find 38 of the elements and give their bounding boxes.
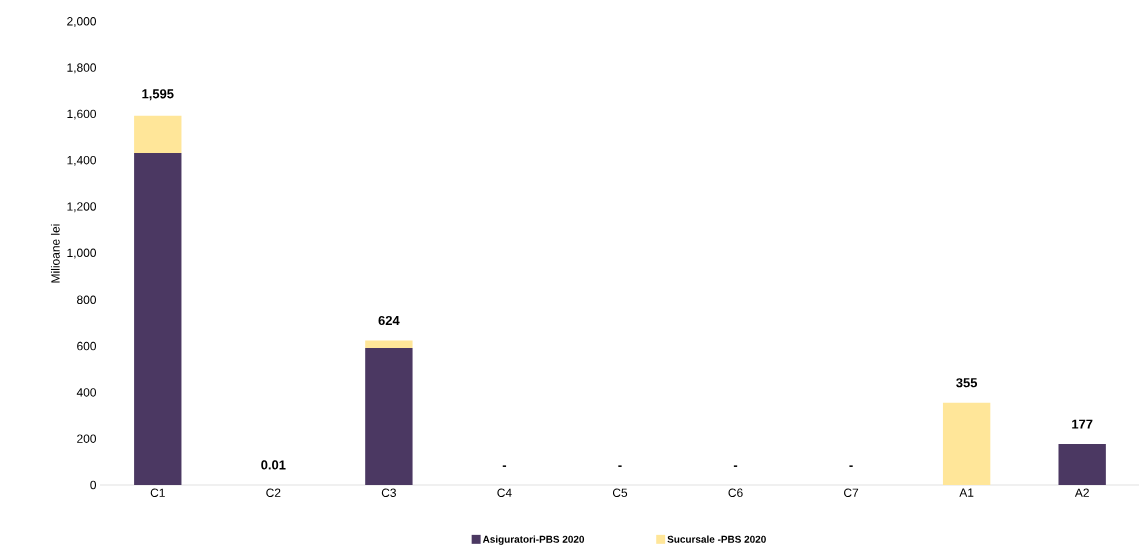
y-tick-label: 200 bbox=[77, 434, 97, 443]
total-label: 624 bbox=[378, 315, 400, 326]
y-tick-label: 2,000 bbox=[67, 17, 97, 27]
x-tick-label: C3 bbox=[381, 488, 396, 497]
total-label: 355 bbox=[956, 378, 978, 388]
total-label: - bbox=[618, 465, 622, 467]
bar bbox=[365, 340, 413, 348]
legend-label: Asiguratori-PBS 2020 bbox=[482, 535, 585, 545]
legend-label: Sucursale -PBS 2020 bbox=[667, 535, 766, 543]
x-tick-label: C2 bbox=[266, 488, 281, 497]
total-label: 177 bbox=[1072, 419, 1093, 429]
y-axis-title: Milioane lei bbox=[50, 224, 60, 283]
bar bbox=[134, 115, 182, 154]
total-label: - bbox=[733, 465, 738, 467]
x-tick-label: A1 bbox=[959, 488, 974, 497]
x-tick-label: A2 bbox=[1074, 488, 1089, 497]
y-tick-label: 1,800 bbox=[67, 63, 97, 74]
total-label: 1,595 bbox=[142, 89, 174, 101]
y-tick-label: 1,400 bbox=[67, 155, 97, 166]
y-tick-label: 0 bbox=[90, 480, 97, 490]
x-tick-label: C1 bbox=[150, 488, 165, 497]
y-tick-label: 600 bbox=[77, 341, 97, 351]
y-tick-label: 800 bbox=[77, 295, 97, 305]
total-label: - bbox=[849, 465, 853, 467]
x-tick-label: C4 bbox=[497, 488, 512, 497]
y-tick-label: 1,200 bbox=[67, 202, 97, 213]
total-label: 0.01 bbox=[261, 460, 286, 470]
bar bbox=[942, 402, 991, 485]
bar bbox=[1058, 444, 1106, 485]
y-tick-label: 400 bbox=[76, 388, 97, 397]
x-tick-label: C5 bbox=[612, 488, 628, 497]
x-tick-label: C6 bbox=[728, 488, 743, 497]
total-label: - bbox=[502, 465, 507, 467]
bar bbox=[134, 153, 182, 485]
bar bbox=[365, 347, 413, 485]
y-tick-label: 1,000 bbox=[67, 248, 97, 259]
y-tick-label: 1,600 bbox=[67, 109, 97, 120]
x-tick-label: C7 bbox=[844, 488, 859, 497]
